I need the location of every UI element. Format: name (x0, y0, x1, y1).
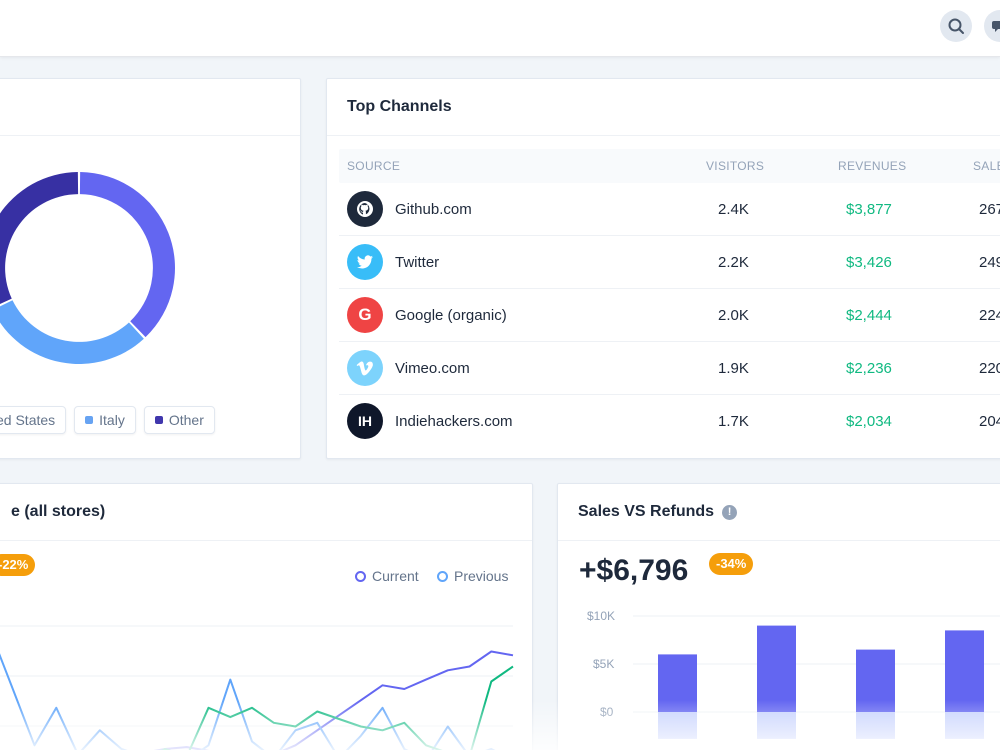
countries-card-header (0, 79, 300, 136)
line-series-previous (0, 653, 496, 750)
sales-bar[interactable] (757, 625, 796, 712)
table-row[interactable]: IH Indiehackers.com 1.7K $2,034 204 (339, 395, 1000, 448)
table-row[interactable]: G Google (organic) 2.0K $2,444 224 (339, 289, 1000, 342)
column-visitors: Visitors (706, 159, 765, 173)
sales-bar[interactable] (658, 654, 697, 712)
source-name: Indiehackers.com (395, 413, 513, 430)
legend-label: ed States (0, 412, 56, 428)
revenue-card: e (all stores) -22% Current Previous (0, 483, 533, 750)
legend-previous[interactable]: Previous (437, 568, 508, 584)
sales-bar[interactable] (945, 630, 984, 712)
source-name: Github.com (395, 201, 472, 218)
revenues-cell: $2,034 (846, 413, 892, 430)
sales-refunds-header: Sales VS Refunds ! (558, 484, 1000, 541)
revenues-cell: $3,877 (846, 201, 892, 218)
legend-item-united-states[interactable]: ed States (0, 406, 67, 434)
sales-cell: 204 (979, 413, 1000, 430)
revenues-cell: $3,426 (846, 254, 892, 271)
refund-bar[interactable] (757, 712, 796, 739)
column-source: Source (347, 159, 401, 173)
line-series-current (153, 650, 514, 750)
countries-donut-chart (0, 172, 176, 364)
sales-refunds-title: Sales VS Refunds (578, 503, 715, 520)
refund-bar[interactable] (856, 712, 895, 739)
legend-current[interactable]: Current (355, 568, 419, 584)
sales-change-badge: -34% (709, 553, 754, 575)
column-sales: Sale (973, 159, 1000, 173)
legend-previous-label: Previous (454, 568, 509, 584)
table-row[interactable]: Vimeo.com 1.9K $2,236 220 (339, 342, 1000, 395)
source-name: Vimeo.com (395, 360, 470, 377)
sales-refunds-bar-chart (633, 615, 1000, 739)
channels-table-body: Github.com 2.4K $3,877 267 Twitter 2.2K … (327, 183, 1000, 448)
visitors-cell: 2.4K (718, 201, 749, 218)
messages-button[interactable] (984, 10, 1000, 42)
sales-bar[interactable] (856, 649, 895, 712)
visitors-cell: 1.7K (718, 413, 749, 430)
top-header (0, 0, 1000, 57)
legend-item-other[interactable]: Other (143, 406, 215, 434)
countries-card: ed States Italy Other (0, 78, 301, 459)
source-name: Google (organic) (395, 307, 507, 324)
donut-slice[interactable] (0, 172, 79, 308)
revenues-cell: $2,444 (846, 307, 892, 324)
donut-slice[interactable] (79, 172, 176, 338)
source-name: Twitter (395, 254, 440, 271)
sales-cell: 267 (979, 201, 1000, 218)
sales-cell: 249 (979, 254, 1000, 271)
table-row[interactable]: Github.com 2.4K $3,877 267 (339, 183, 1000, 236)
vimeo-icon (347, 350, 383, 386)
sales-refunds-card: Sales VS Refunds ! +$6,796 -34% $10K $5K… (557, 483, 1000, 750)
avatar-initials: G (358, 305, 372, 324)
search-button[interactable] (940, 10, 972, 42)
y-tick-10k: $10K (587, 609, 616, 623)
revenue-line-chart (0, 625, 514, 750)
revenue-title: e (all stores) (0, 484, 532, 541)
revenues-cell: $2,236 (846, 360, 892, 377)
info-icon[interactable]: ! (722, 504, 738, 520)
legend-swatch (85, 416, 94, 424)
column-revenues: Revenues (838, 159, 907, 173)
legend-current-label: Current (372, 568, 419, 584)
indiehackers-icon: IH (347, 403, 383, 439)
legend-swatch (154, 416, 163, 424)
top-channels-card: Top Channels Source Visitors Revenues Sa… (326, 78, 1000, 459)
sales-cell: 220 (979, 360, 1000, 377)
legend-item-italy[interactable]: Italy (74, 406, 136, 434)
sales-cell: 224 (979, 307, 1000, 324)
refund-bar[interactable] (945, 712, 984, 739)
line-series-other (160, 665, 514, 750)
countries-legend: ed States Italy Other (0, 406, 215, 434)
sales-total-value: +$6,796 (579, 554, 689, 587)
refund-bar[interactable] (658, 712, 697, 739)
twitter-icon (347, 244, 383, 280)
legend-ring-previous (437, 570, 448, 582)
visitors-cell: 2.2K (718, 254, 749, 271)
visitors-cell: 2.0K (718, 307, 749, 324)
legend-ring-current (355, 570, 366, 582)
search-icon (948, 18, 964, 34)
revenue-change-badge: -22% (0, 554, 36, 576)
table-row[interactable]: Twitter 2.2K $3,426 249 (339, 236, 1000, 289)
google-icon: G (347, 297, 383, 333)
github-icon (347, 191, 383, 227)
avatar-initials: IH (358, 413, 372, 429)
channels-table-header: Source Visitors Revenues Sale (339, 149, 1000, 183)
legend-label: Other (168, 412, 204, 428)
top-channels-title: Top Channels (327, 79, 1000, 136)
y-tick-5k: $5K (593, 657, 615, 671)
donut-slice[interactable] (0, 300, 144, 364)
legend-label: Italy (99, 412, 125, 428)
visitors-cell: 1.9K (718, 360, 749, 377)
chat-icon (992, 21, 1000, 32)
